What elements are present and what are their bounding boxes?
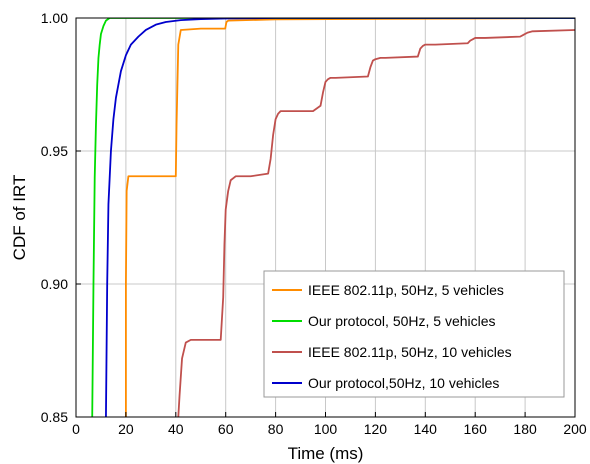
y-tick-label: 0.90	[41, 276, 68, 292]
x-tick-label: 60	[218, 421, 234, 437]
legend: IEEE 802.11p, 50Hz, 5 vehicles Our protoc…	[263, 270, 565, 398]
series-line-2	[91, 18, 575, 417]
legend-box	[263, 270, 565, 398]
y-axis-label: CDF of IRT	[10, 175, 29, 261]
legend-label: Our protocol,50Hz, 10 vehicles	[308, 375, 499, 391]
ticks: 0 20 40 60 80 100 120 140 160 180 200 0.85 0.90 0.95 1…	[41, 10, 587, 437]
x-tick-label: 40	[168, 421, 184, 437]
x-axis-label: Time (ms)	[288, 444, 364, 463]
legend-label: IEEE 802.11p, 50Hz, 5 vehicles	[308, 282, 504, 298]
series-line-3	[177, 29, 575, 417]
x-tick-label: 0	[72, 421, 80, 437]
series-layer	[91, 18, 575, 417]
y-tick-label: 0.95	[41, 143, 68, 159]
x-tick-label: 140	[414, 421, 438, 437]
plot-area	[91, 18, 575, 417]
series-line-4	[105, 18, 575, 417]
y-tick-label: 0.85	[41, 409, 68, 425]
x-tick-label: 120	[364, 421, 388, 437]
x-tick-label: 160	[464, 421, 488, 437]
x-tick-label: 80	[268, 421, 284, 437]
legend-label: IEEE 802.11p, 50Hz, 10 vehicles	[308, 344, 512, 360]
x-tick-label: 100	[314, 421, 338, 437]
series-line-1	[125, 18, 575, 417]
x-tick-label: 20	[118, 421, 134, 437]
legend-label: Our protocol, 50Hz, 5 vehicles	[308, 313, 496, 329]
x-tick-label: 180	[513, 421, 537, 437]
legend-items: IEEE 802.11p, 50Hz, 5 vehicles Our protoc…	[272, 282, 512, 391]
y-tick-label: 1.00	[41, 10, 68, 26]
x-tick-label: 200	[563, 421, 587, 437]
